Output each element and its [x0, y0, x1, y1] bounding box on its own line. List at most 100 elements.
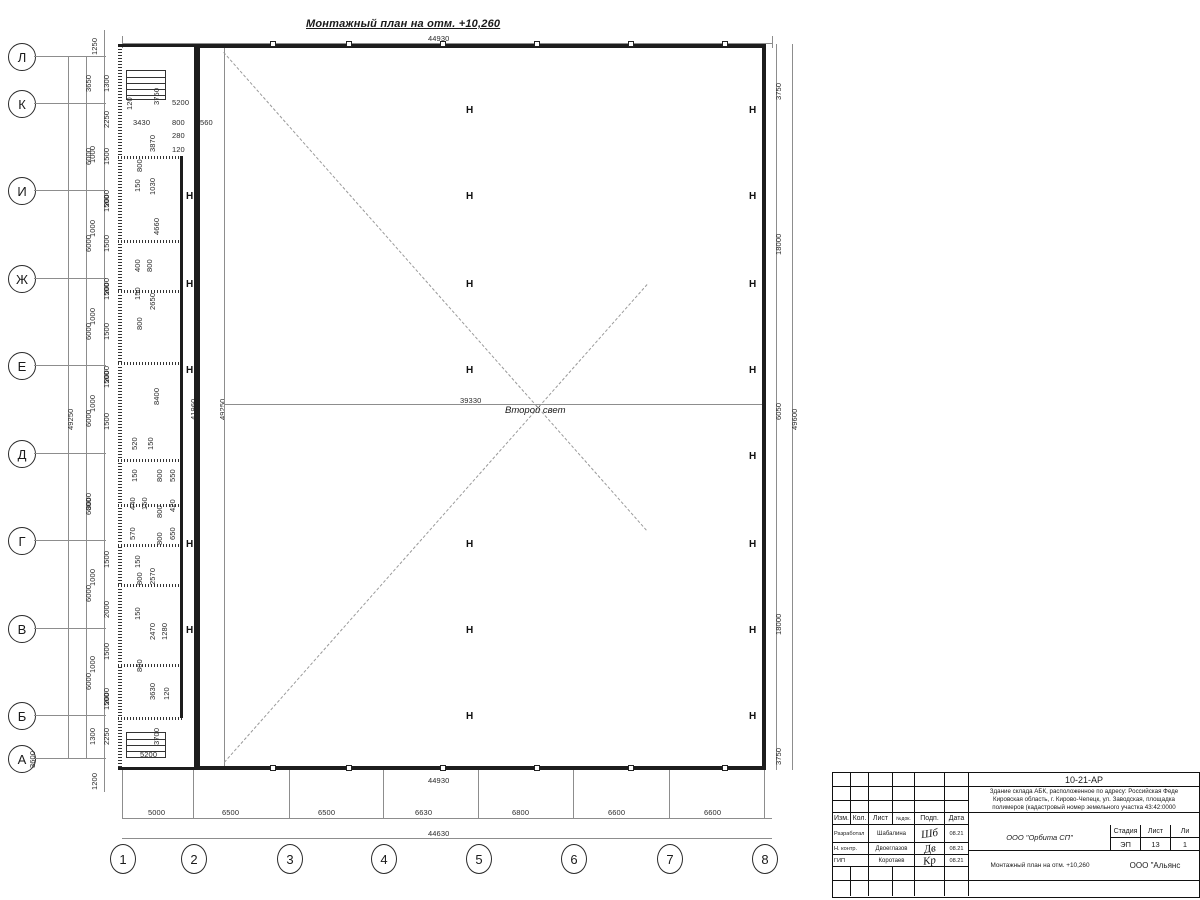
dim-m-2000-3: 2000 — [102, 365, 111, 383]
role-nkontr: Н. контр. — [833, 843, 869, 855]
column-marker: H — [466, 191, 474, 202]
date-gip: 08.21 — [945, 855, 969, 867]
dim-3430: 3430 — [133, 118, 151, 127]
dim-s-1000-6: 1000 — [88, 655, 97, 673]
axis-bubble-4[interactable]: 4 — [371, 844, 397, 874]
axis-label: Д — [17, 446, 27, 462]
dim-left-1200: 1200 — [90, 772, 99, 790]
column-marker: H — [466, 539, 474, 550]
dim-b-6630: 6630 — [415, 808, 433, 817]
header-list: Лист — [1141, 825, 1171, 838]
dim-left-6000-6: 6000 — [84, 584, 93, 602]
column-marker: H — [749, 625, 757, 636]
value-list: 13 — [1141, 838, 1171, 851]
dim-b-6600-1: 6600 — [608, 808, 626, 817]
dim-m-1300b: 1300 — [88, 727, 97, 745]
dim-s-1000-4: 1000 — [88, 394, 97, 412]
dim-right-3750-bot: 3750 — [774, 747, 783, 765]
zone-label-second-light: Второй свет — [505, 405, 566, 416]
axis-bubble-i[interactable]: И — [8, 177, 36, 205]
sheet-name: Монтажный план на отм. +10,260 — [969, 851, 1111, 881]
dim-400: 400 — [133, 259, 142, 272]
column-marker: H — [186, 539, 194, 550]
dim-150g: 150 — [133, 607, 142, 620]
axis-label: 1 — [119, 851, 127, 867]
axis-bubble-l[interactable]: Л — [8, 43, 36, 71]
date-razrabotal: 08.21 — [945, 825, 969, 843]
dim-s-1000-3: 1000 — [88, 307, 97, 325]
signature-nkontr: Дв — [915, 843, 945, 855]
dim-800e: 800 — [155, 469, 164, 482]
dim-m-2250: 2250 — [102, 110, 111, 128]
dim-2650: 2650 — [148, 292, 157, 310]
axis-label: 5 — [475, 851, 483, 867]
dim-570: 570 — [128, 527, 137, 540]
col-ndok: №док. — [893, 813, 915, 825]
column-marker: H — [186, 625, 194, 636]
axis-label: В — [17, 621, 27, 637]
dim-2570: 2570 — [148, 567, 157, 585]
value-stadia: ЭП — [1111, 838, 1141, 851]
dim-3700: 3700 — [152, 727, 161, 745]
dim-150c: 150 — [146, 437, 155, 450]
axis-bubble-d[interactable]: Д — [8, 440, 36, 468]
dim-m-1500-7: 1500 — [102, 412, 111, 430]
axis-bubble-5[interactable]: 5 — [466, 844, 492, 874]
dim-b-6500-1: 6500 — [222, 808, 240, 817]
axis-bubble-3[interactable]: 3 — [277, 844, 303, 874]
axis-bubble-7[interactable]: 7 — [657, 844, 683, 874]
dim-left-6000-4: 6000 — [84, 409, 93, 427]
axis-label: А — [17, 751, 27, 767]
dim-right-6050: 6050 — [774, 402, 783, 420]
axis-bubble-6[interactable]: 6 — [561, 844, 587, 874]
dim-550: 550 — [168, 469, 177, 482]
drawing-code: 10-21-АР — [969, 773, 1199, 787]
axis-bubble-v[interactable]: В — [8, 615, 36, 643]
axis-bubble-b[interactable]: Б — [8, 702, 36, 730]
axis-bubble-a[interactable]: А — [8, 745, 36, 773]
dim-m-2000-2: 2000 — [102, 277, 111, 295]
column-marker: H — [466, 625, 474, 636]
dim-left-1250: 1250 — [90, 37, 99, 55]
dim-1030: 1030 — [148, 177, 157, 195]
column-marker: H — [186, 191, 194, 202]
axis-bubble-k[interactable]: К — [8, 90, 36, 118]
axis-bubble-g[interactable]: Г — [8, 527, 36, 555]
axis-bubble-8[interactable]: 8 — [752, 844, 778, 874]
dim-left-3650: 3650 — [84, 74, 93, 92]
axis-bubble-e[interactable]: Е — [8, 352, 36, 380]
dim-m-2250: 2250 — [102, 727, 111, 745]
room-block — [118, 44, 202, 770]
dim-top-overall: 44930 — [428, 34, 450, 43]
dim-420: 420 — [168, 499, 177, 512]
axis-bubble-2[interactable]: 2 — [181, 844, 207, 874]
dim-120c: 120 — [162, 687, 171, 700]
name-dvoeglazov: Двоеглазов — [869, 843, 915, 855]
role-razrabotal: Разработал — [833, 825, 869, 843]
dim-440: 440 — [128, 497, 137, 510]
column-marker: H — [749, 711, 757, 722]
dim-520: 520 — [130, 437, 139, 450]
dim-150: 150 — [133, 179, 142, 192]
dim-3630: 3630 — [148, 682, 157, 700]
signature-gip: Кр — [915, 855, 945, 867]
dim-b-6500-2: 6500 — [318, 808, 336, 817]
column-marker: H — [749, 365, 757, 376]
axis-bubble-1[interactable]: 1 — [110, 844, 136, 874]
dim-bottom-inner: 44930 — [428, 776, 450, 785]
building-plan: H H H H H H H H H H H H H H H H H H H H — [186, 41, 766, 771]
dim-stair-top-h: 3750 — [152, 87, 161, 105]
signature-razrabotal: Шб — [915, 825, 945, 843]
dim-800c: 800 — [145, 259, 154, 272]
dim-800i: 800 — [135, 659, 144, 672]
column-marker: H — [749, 279, 757, 290]
dim-120b: 120 — [172, 145, 185, 154]
dim-right-18000-bot: 18000 — [774, 613, 783, 635]
dim-s-1000-5: 1000 — [88, 568, 97, 586]
axis-label: Б — [17, 708, 27, 724]
name-shabalina: Шабалина — [869, 825, 915, 843]
dim-left-6000-7: 6000 — [84, 672, 93, 690]
axis-bubble-zh[interactable]: Ж — [8, 265, 36, 293]
dim-800b: 800 — [135, 159, 144, 172]
